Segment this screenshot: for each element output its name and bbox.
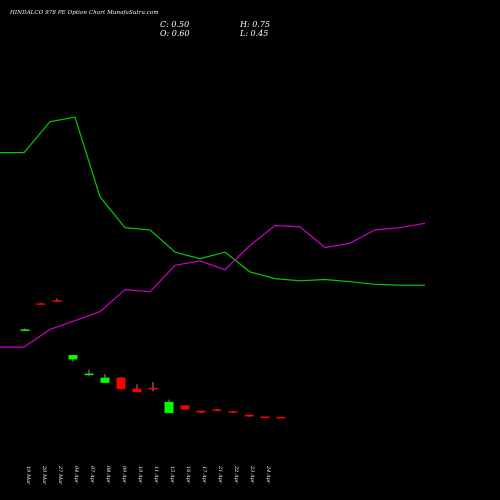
x-tick-label: 17 Apr bbox=[201, 466, 207, 484]
x-tick-label: 24 Apr bbox=[265, 465, 271, 484]
x-tick-label: 19 Mar bbox=[25, 466, 31, 485]
x-tick-label: 08 Apr bbox=[105, 466, 111, 484]
x-tick-label: 20 Mar bbox=[41, 465, 47, 485]
candle-body bbox=[68, 355, 78, 360]
candle-body bbox=[180, 405, 190, 410]
candle-body bbox=[52, 300, 62, 302]
overlay-line-1 bbox=[0, 116, 425, 286]
x-tick-label: 11 Apr bbox=[153, 466, 159, 484]
candle-body bbox=[36, 303, 46, 305]
x-tick-label: 04 Apr bbox=[73, 466, 79, 484]
candle-body bbox=[148, 387, 158, 390]
close-value: C: 0.50 bbox=[160, 20, 190, 29]
candle-body bbox=[260, 416, 270, 418]
candle-body bbox=[84, 373, 94, 376]
overlay-line-2 bbox=[0, 222, 426, 348]
candle-body bbox=[100, 377, 110, 383]
x-tick-label: 15 Apr bbox=[169, 466, 175, 484]
candle-body bbox=[276, 416, 286, 419]
candle-body bbox=[228, 411, 238, 413]
x-tick-label: 22 Apr bbox=[233, 465, 239, 484]
low-value: L: 0.45 bbox=[240, 29, 269, 38]
x-tick-label: 27 Mar bbox=[57, 465, 63, 485]
candle-body bbox=[196, 410, 206, 413]
x-tick-label: 16 Apr bbox=[185, 466, 191, 484]
candle-body bbox=[20, 329, 30, 331]
open-value: O: 0.60 bbox=[160, 29, 190, 38]
candle-body bbox=[132, 388, 142, 393]
high-value: H: 0.75 bbox=[240, 20, 271, 29]
candle-body bbox=[116, 377, 126, 390]
candle-body bbox=[244, 414, 254, 417]
x-tick-label: 10 Apr bbox=[137, 466, 143, 484]
candle-body bbox=[164, 401, 174, 413]
x-tick-label: 07 Apr bbox=[89, 466, 95, 484]
chart-title: HINDALCO 978 PE Option Chart MunafaSutra… bbox=[10, 10, 159, 16]
x-tick-label: 09 Apr bbox=[121, 466, 127, 484]
x-tick-label: 23 Apr bbox=[249, 465, 255, 484]
x-tick-label: 21 Apr bbox=[217, 465, 223, 484]
candle-body bbox=[212, 409, 222, 411]
